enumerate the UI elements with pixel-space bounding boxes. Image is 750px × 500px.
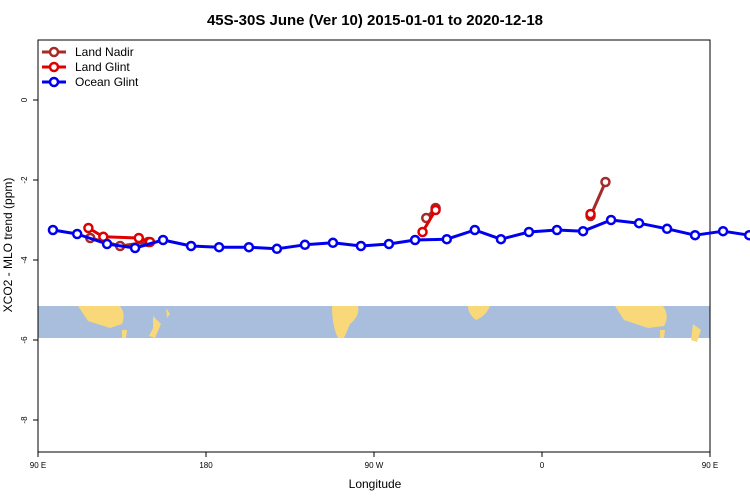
data-point bbox=[577, 225, 589, 237]
legend-label: Land Glint bbox=[75, 60, 130, 74]
data-point bbox=[157, 234, 169, 246]
chart-title: 45S-30S June (Ver 10) 2015-01-01 to 2020… bbox=[207, 12, 543, 29]
data-point bbox=[441, 233, 453, 245]
map-land-2 bbox=[149, 316, 161, 338]
data-point bbox=[271, 243, 283, 255]
data-point bbox=[633, 217, 645, 229]
data-point bbox=[355, 240, 367, 252]
x-tick-label: 180 bbox=[199, 461, 213, 470]
data-point bbox=[689, 229, 701, 241]
data-point bbox=[551, 224, 563, 236]
x-tick-label: 90 E bbox=[30, 461, 46, 470]
map-land-0 bbox=[78, 306, 124, 328]
map-land-4 bbox=[332, 306, 359, 338]
data-point bbox=[129, 242, 141, 254]
y-tick-label: -6 bbox=[20, 336, 29, 344]
map-land-1 bbox=[122, 330, 127, 338]
y-tick-label: -4 bbox=[20, 256, 29, 264]
series-line bbox=[52, 218, 750, 251]
map-land-3 bbox=[166, 308, 170, 318]
data-point bbox=[299, 239, 311, 251]
legend-marker bbox=[48, 76, 60, 88]
data-point bbox=[430, 204, 441, 216]
data-point bbox=[133, 232, 145, 244]
data-point bbox=[605, 214, 617, 226]
legend-marker bbox=[48, 46, 60, 58]
data-point bbox=[743, 229, 750, 241]
data-point bbox=[185, 240, 197, 252]
x-axis-label: Longitude bbox=[349, 477, 402, 491]
data-point bbox=[213, 241, 225, 253]
series-line bbox=[87, 226, 151, 244]
data-point bbox=[523, 226, 535, 238]
data-point bbox=[409, 234, 421, 246]
data-point bbox=[71, 228, 83, 240]
map-land-8 bbox=[691, 324, 701, 342]
data-point bbox=[243, 241, 255, 253]
data-point bbox=[383, 238, 395, 250]
data-point bbox=[417, 226, 428, 238]
y-tick-label: -2 bbox=[20, 176, 29, 184]
data-point bbox=[661, 223, 673, 235]
legend-label: Ocean Glint bbox=[75, 75, 139, 89]
data-point bbox=[327, 237, 339, 249]
legend-marker bbox=[48, 61, 60, 73]
y-axis-label: XCO2 - MLO trend (ppm) bbox=[1, 178, 15, 313]
data-point bbox=[600, 176, 611, 188]
data-point bbox=[469, 224, 481, 236]
data-point bbox=[83, 222, 94, 234]
x-tick-label: 90 E bbox=[702, 461, 718, 470]
map-land-5 bbox=[468, 306, 490, 320]
map-land-7 bbox=[660, 330, 665, 338]
legend-label: Land Nadir bbox=[75, 45, 134, 59]
y-tick-label: 0 bbox=[20, 97, 29, 102]
map-land-6 bbox=[615, 306, 667, 328]
data-point bbox=[47, 224, 59, 236]
x-tick-label: 0 bbox=[540, 461, 545, 470]
data-point bbox=[101, 238, 113, 250]
data-point bbox=[585, 208, 596, 220]
x-tick-label: 90 W bbox=[365, 461, 384, 470]
y-tick-label: -8 bbox=[20, 416, 29, 424]
data-point bbox=[495, 233, 507, 245]
map-band-ocean bbox=[38, 306, 710, 338]
data-point bbox=[717, 225, 729, 237]
